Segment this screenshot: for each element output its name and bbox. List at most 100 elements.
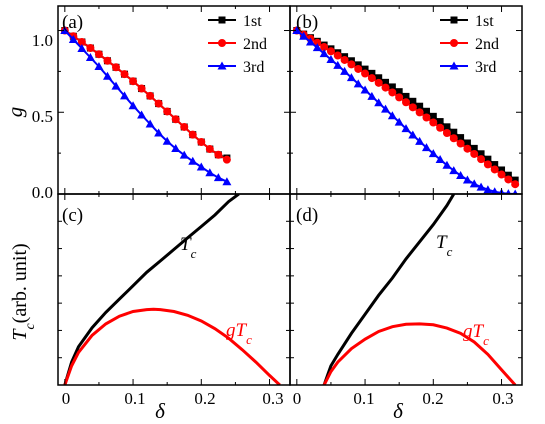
marker-triangle [421, 143, 431, 152]
marker-triangle [381, 104, 391, 113]
marker-triangle [312, 43, 322, 52]
marker-triangle [111, 81, 121, 90]
x-tick-label-c-03: 0.3 [262, 389, 283, 408]
legend-label-1st: 1st [475, 13, 494, 30]
marker-square [402, 92, 410, 100]
marker-circle [86, 44, 95, 53]
marker-circle [326, 47, 335, 56]
marker-circle [367, 74, 376, 83]
marker-triangle [462, 175, 472, 184]
legend-marker-triangle [217, 61, 227, 70]
marker-circle [402, 98, 410, 107]
marker-triangle [476, 182, 486, 191]
panel-a-label: (a) [62, 12, 83, 33]
x-tick-label-d-01: 0.1 [353, 389, 374, 408]
curve-label-gtc-c: gTc [226, 320, 252, 347]
tc-d-subscript: c [447, 244, 453, 259]
marker-circle [171, 115, 180, 124]
marker-square [368, 69, 376, 77]
marker-triangle [222, 177, 232, 186]
marker-triangle [387, 111, 397, 120]
marker-square [361, 65, 369, 73]
panel-d-label: (d) [296, 205, 318, 226]
curve-label-tc-d: Tc [436, 232, 453, 259]
marker-circle [205, 145, 214, 154]
marker-circle [354, 64, 363, 73]
marker-circle [120, 70, 129, 79]
marker-triangle [394, 117, 404, 126]
marker-circle [112, 63, 120, 72]
x-tick-label-c-0: 0 [62, 389, 71, 408]
marker-triangle [435, 155, 445, 164]
marker-circle [504, 175, 513, 184]
tc-subscript: c [23, 323, 38, 330]
marker-triangle [128, 101, 138, 110]
tc-c-symbol: T [180, 234, 192, 255]
marker-triangle [333, 60, 343, 69]
x-tick-label-d-0: 0 [293, 389, 302, 408]
curve-label-gtc-d: gTc [463, 321, 489, 348]
marker-circle [497, 170, 506, 179]
gtc-c-symbol: gT [226, 320, 248, 341]
marker-triangle [469, 179, 479, 188]
text-layer: (a) (b) (c) (d) 1.0 0.5 0.0 0 0.1 0.2 0.… [3, 12, 514, 423]
legend-marker-circle [218, 39, 226, 47]
marker-square [477, 150, 485, 158]
marker-triangle [179, 150, 189, 159]
series-line-gTc [63, 307, 281, 385]
series-line-Tc [322, 194, 456, 385]
marker-triangle [102, 71, 112, 80]
marker-circle [163, 107, 172, 116]
marker-triangle [120, 91, 130, 100]
marker-triangle [505, 189, 512, 194]
marker-triangle [292, 26, 302, 35]
marker-circle [388, 88, 397, 97]
marker-triangle [353, 79, 363, 88]
marker-circle [197, 138, 206, 147]
marker-triangle [299, 31, 309, 40]
x-tick-label-c-01: 0.1 [124, 389, 145, 408]
marker-square [422, 107, 430, 115]
panel-1-series-group [292, 26, 520, 194]
marker-circle [415, 108, 424, 117]
marker-circle [154, 99, 163, 108]
marker-circle [77, 37, 86, 46]
marker-triangle [401, 124, 411, 133]
gtc-c-subscript: c [246, 332, 252, 347]
marker-circle [381, 83, 390, 92]
marker-square [504, 171, 512, 179]
legend-label-1st: 1st [243, 13, 262, 30]
legend-marker-square [218, 16, 226, 24]
marker-circle [483, 160, 492, 169]
marker-triangle [188, 156, 198, 165]
panel-2-series-group [63, 194, 281, 385]
marker-circle [470, 149, 479, 158]
marker-triangle [137, 110, 147, 119]
marker-triangle [60, 26, 70, 35]
marker-circle [422, 113, 431, 122]
marker-triangle [512, 189, 518, 194]
marker-triangle [490, 187, 499, 194]
x-axis-label-c: δ [155, 399, 166, 423]
marker-triangle [319, 49, 329, 58]
panel-frame-(c) [57, 193, 291, 386]
marker-triangle [145, 119, 155, 128]
legend-label-3rd: 3rd [475, 59, 496, 76]
panel-frame-(a) [57, 5, 291, 195]
marker-triangle [360, 85, 370, 94]
marker-circle [129, 77, 138, 86]
gtc-d-symbol: gT [463, 321, 485, 342]
marker-circle [436, 123, 445, 132]
marker-triangle [346, 73, 356, 82]
marker-circle [146, 91, 155, 100]
marker-square [491, 161, 499, 169]
panel-c-label: (c) [62, 205, 83, 226]
marker-circle [340, 55, 349, 64]
marker-circle [137, 84, 146, 93]
y-axis-label-g: g [3, 107, 27, 118]
marker-circle [214, 150, 223, 159]
marker-triangle [483, 185, 493, 194]
marker-circle [180, 122, 189, 131]
tc-d-symbol: T [436, 232, 448, 253]
